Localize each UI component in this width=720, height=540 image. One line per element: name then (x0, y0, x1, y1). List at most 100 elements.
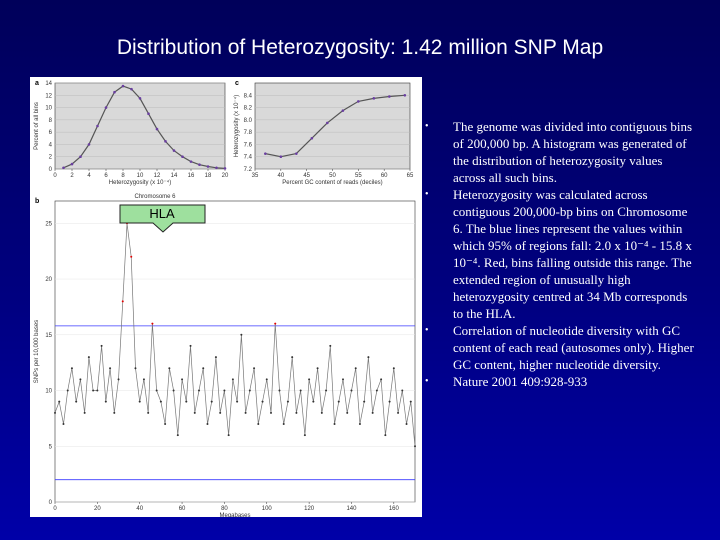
data-point (358, 422, 361, 425)
bullet: The genome was divided into contiguous b… (425, 118, 695, 186)
data-line (54, 223, 416, 447)
data-point (198, 163, 201, 166)
data-point (58, 400, 61, 403)
x-tick-label: 4 (87, 173, 91, 179)
y-tick-label: 10 (45, 389, 52, 395)
data-point (286, 400, 289, 403)
x-tick-label: 2 (70, 173, 74, 179)
x-tick-label: 40 (136, 506, 143, 512)
panel-title: Chromosome 6 (134, 194, 176, 200)
y-tick-label: 25 (45, 221, 52, 227)
data-point (380, 378, 383, 381)
data-point (261, 400, 264, 403)
data-point (181, 155, 184, 159)
data-point (384, 434, 387, 437)
x-tick-label: 80 (221, 506, 228, 512)
data-point (279, 155, 283, 159)
x-tick-label: 0 (53, 506, 57, 512)
data-point (215, 166, 218, 170)
data-point (147, 411, 150, 414)
data-point (299, 389, 302, 392)
data-point (303, 434, 306, 437)
x-tick-label: 50 (329, 173, 336, 179)
data-point (113, 90, 116, 94)
y-axis-label: Percent of all bins (34, 102, 40, 150)
y-tick-label: 7.4 (244, 155, 253, 161)
data-point (155, 389, 158, 392)
y-tick-label: 8.2 (244, 106, 253, 112)
data-point (350, 389, 353, 392)
y-tick-label: 10 (45, 106, 52, 112)
data-point (121, 300, 124, 303)
data-point (388, 95, 391, 98)
bullet: Heterozygosity was calculated across con… (425, 186, 695, 322)
data-point (375, 389, 378, 392)
data-point (310, 136, 314, 140)
y-tick-label: 0 (49, 167, 53, 173)
data-point (363, 400, 366, 403)
data-point (337, 400, 340, 403)
y-tick-label: 6 (49, 130, 53, 136)
data-point (198, 389, 200, 392)
data-point (62, 166, 65, 170)
y-tick-label: 8 (49, 118, 53, 124)
data-point (189, 160, 193, 163)
data-point (392, 367, 395, 370)
data-point (75, 400, 78, 403)
data-point (371, 411, 374, 414)
y-tick-label: 14 (45, 81, 52, 87)
x-tick-label: 20 (94, 506, 101, 512)
data-point (62, 422, 65, 425)
y-tick-label: 8.0 (244, 118, 253, 124)
y-tick-label: 7.8 (244, 130, 253, 136)
data-point (70, 162, 74, 166)
y-tick-label: 8.4 (244, 93, 253, 99)
callout-label: HLA (149, 206, 175, 221)
data-point (66, 389, 69, 392)
x-tick-label: 0 (53, 173, 57, 179)
data-point (117, 378, 120, 381)
data-point (121, 84, 125, 88)
data-point (270, 411, 272, 414)
data-point (346, 411, 349, 414)
data-point (354, 367, 357, 370)
data-point (100, 344, 103, 347)
data-point (278, 389, 281, 392)
data-point (206, 165, 210, 168)
data-point (104, 106, 108, 109)
x-tick-label: 100 (262, 506, 273, 512)
data-point (236, 400, 239, 403)
data-point (83, 411, 86, 414)
x-tick-label: 140 (346, 506, 357, 512)
data-point (189, 344, 192, 347)
data-point (219, 411, 222, 414)
bullet-list: The genome was divided into contiguous b… (425, 118, 695, 390)
data-point (397, 411, 400, 414)
panel-label: b (35, 198, 39, 205)
data-point (155, 127, 159, 131)
y-tick-label: 2 (49, 155, 53, 161)
x-tick-label: 55 (355, 173, 362, 179)
data-point (185, 400, 188, 403)
x-tick-label: 18 (205, 173, 212, 179)
x-tick-label: 10 (137, 173, 144, 179)
y-tick-label: 0 (49, 500, 53, 506)
data-point (176, 434, 179, 437)
data-point (372, 97, 376, 100)
data-point (333, 422, 336, 425)
x-tick-label: 20 (222, 173, 229, 179)
data-point (206, 422, 209, 425)
plot-area (54, 200, 416, 503)
y-axis-label: SNPs per 10,000 bases (34, 320, 40, 383)
data-point (231, 378, 234, 381)
bullet: Nature 2001 409:928-933 (425, 373, 695, 390)
data-line (63, 85, 226, 169)
slide-title: Distribution of Heterozygosity: 1.42 mil… (116, 36, 604, 59)
data-point (357, 100, 360, 103)
data-point (168, 367, 171, 370)
data-point (134, 367, 137, 370)
x-tick-label: 65 (407, 173, 414, 179)
panel-label: a (35, 80, 39, 87)
data-point (405, 422, 408, 425)
